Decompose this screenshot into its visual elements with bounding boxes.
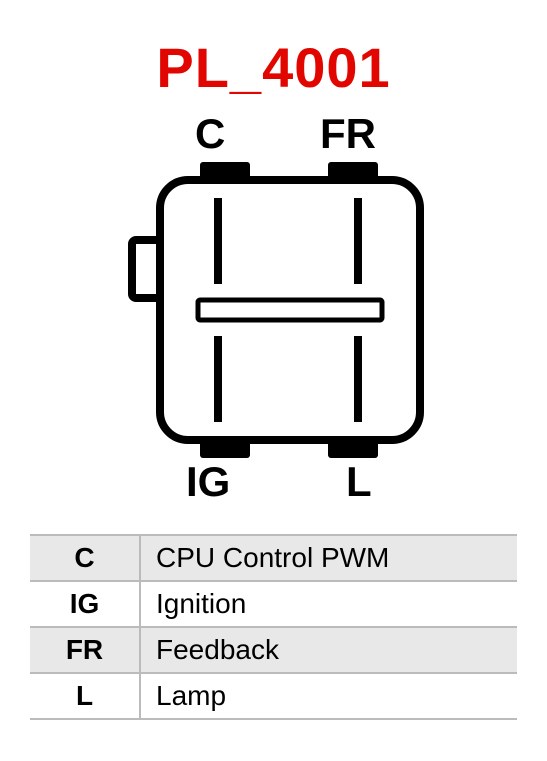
legend-row: LLamp (30, 673, 517, 719)
page: PL_4001 C FR IG L CCPU Control PWMIGIgni… (0, 0, 547, 761)
pin-label-l: L (346, 458, 372, 506)
legend-code: FR (30, 627, 140, 673)
diagram-title: PL_4001 (0, 35, 547, 100)
legend-table: CCPU Control PWMIGIgnitionFRFeedbackLLam… (30, 534, 517, 720)
pin-label-ig: IG (186, 458, 230, 506)
legend-code: IG (30, 581, 140, 627)
connector-svg (0, 110, 547, 510)
legend-row: IGIgnition (30, 581, 517, 627)
legend-desc: Lamp (140, 673, 517, 719)
legend-desc: Feedback (140, 627, 517, 673)
legend-code: C (30, 535, 140, 581)
legend-desc: Ignition (140, 581, 517, 627)
legend-code: L (30, 673, 140, 719)
legend-desc: CPU Control PWM (140, 535, 517, 581)
legend-row: CCPU Control PWM (30, 535, 517, 581)
legend-row: FRFeedback (30, 627, 517, 673)
pin-label-fr: FR (320, 110, 376, 158)
pin-label-c: C (195, 110, 225, 158)
connector-diagram: C FR IG L (0, 110, 547, 510)
